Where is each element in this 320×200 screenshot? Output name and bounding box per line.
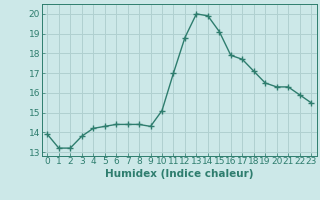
X-axis label: Humidex (Indice chaleur): Humidex (Indice chaleur) (105, 169, 253, 179)
